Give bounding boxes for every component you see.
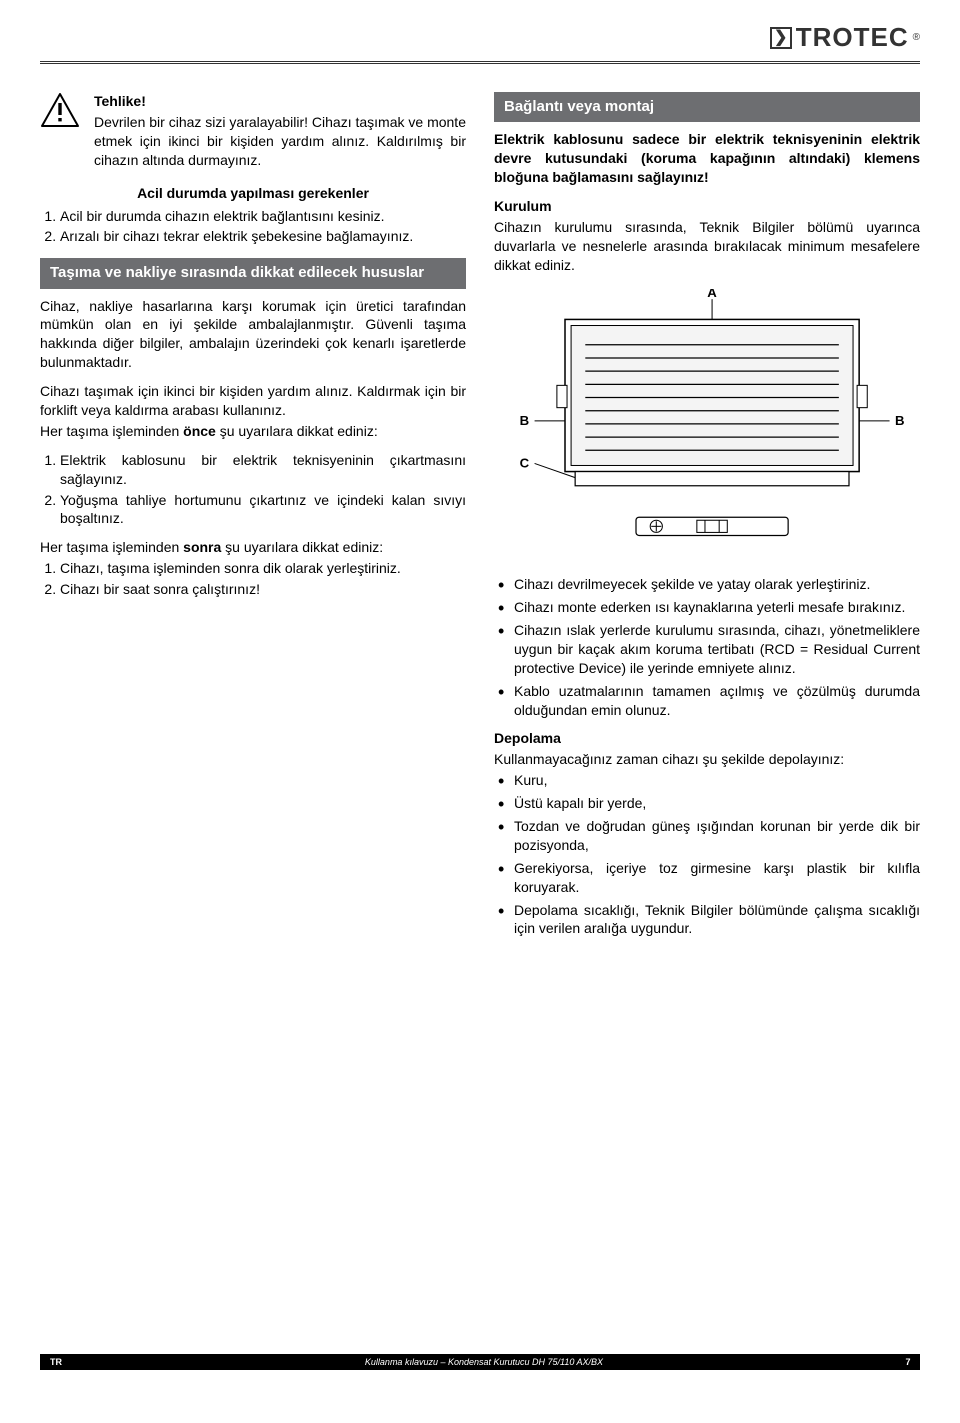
warning-title: Tehlike!	[94, 92, 466, 111]
brand-logo: ❯ TROTEC ®	[770, 20, 920, 55]
svg-text:C: C	[520, 455, 530, 470]
before-transport-list: Elektrik kablosunu bir elektrik teknisye…	[40, 451, 466, 529]
paragraph: Her taşıma işleminden sonra şu uyarılara…	[40, 538, 466, 557]
list-item: Gerekiyorsa, içeriye toz girmesine karşı…	[494, 859, 920, 897]
text-bold: önce	[183, 423, 216, 439]
list-item: Üstü kapalı bir yerde,	[494, 794, 920, 813]
text-run: şu uyarılara dikkat ediniz:	[216, 423, 378, 439]
install-heading: Kurulum	[494, 197, 920, 216]
list-item: Kuru,	[494, 771, 920, 790]
after-transport-list: Cihazı, taşıma işleminden sonra dik olar…	[40, 559, 466, 599]
trademark-icon: ®	[913, 31, 920, 45]
emergency-list: Acil bir durumda cihazın elektrik bağlan…	[40, 207, 466, 247]
section-heading-transport: Taşıma ve nakliye sırasında dikkat edile…	[40, 258, 466, 288]
text-run: Her taşıma işleminden	[40, 539, 183, 555]
list-item: Elektrik kablosunu bir elektrik teknisye…	[60, 451, 466, 489]
text-bold: sonra	[183, 539, 221, 555]
emergency-heading: Acil durumda yapılması gerekenler	[40, 184, 466, 203]
footer-language: TR	[40, 1356, 72, 1368]
text-run: Her taşıma işleminden	[40, 423, 183, 439]
list-item: Cihazı, taşıma işleminden sonra dik olar…	[60, 559, 466, 578]
footer-page-number: 7	[896, 1356, 920, 1368]
storage-heading: Depolama	[494, 729, 920, 748]
footer-title: Kullanma kılavuzu – Kondensat Kurutucu D…	[72, 1356, 896, 1368]
logo-mark-icon: ❯	[770, 27, 792, 49]
list-item: Cihazı devrilmeyecek şekilde ve yatay ol…	[494, 575, 920, 594]
warning-text: Devrilen bir cihaz sizi yaralayabilir! C…	[94, 113, 466, 170]
installation-diagram: A B B C	[494, 289, 920, 558]
list-item: Acil bir durumda cihazın elektrik bağlan…	[60, 207, 466, 226]
install-bullets: Cihazı devrilmeyecek şekilde ve yatay ol…	[494, 575, 920, 719]
paragraph: Cihazı taşımak için ikinci bir kişiden y…	[40, 382, 466, 420]
paragraph-bold: Elektrik kablosunu sadece bir elektrik t…	[494, 130, 920, 187]
list-item: Depolama sıcaklığı, Teknik Bilgiler bölü…	[494, 901, 920, 939]
list-item: Kablo uzatmalarının tamamen açılmış ve ç…	[494, 682, 920, 720]
paragraph: Her taşıma işleminden önce şu uyarılara …	[40, 422, 466, 441]
logo-text: TROTEC	[796, 20, 909, 55]
list-item: Cihazı bir saat sonra çalıştırınız!	[60, 580, 466, 599]
svg-text:B: B	[895, 412, 905, 427]
device-diagram-icon: A B B C	[494, 289, 920, 553]
paragraph: Cihaz, nakliye hasarlarına karşı korumak…	[40, 297, 466, 373]
right-column: Bağlantı veya montaj Elektrik kablosunu …	[494, 92, 920, 948]
list-item: Yoğuşma tahliye hortumunu çıkartınız ve …	[60, 491, 466, 529]
list-item: Cihazı monte ederken ısı kaynaklarına ye…	[494, 598, 920, 617]
page-header: ❯ TROTEC ®	[40, 20, 920, 64]
list-item: Cihazın ıslak yerlerde kurulumu sırasınd…	[494, 621, 920, 678]
list-item: Arızalı bir cihazı tekrar elektrik şebek…	[60, 227, 466, 246]
content-columns: Tehlike! Devrilen bir cihaz sizi yaralay…	[40, 92, 920, 948]
left-column: Tehlike! Devrilen bir cihaz sizi yaralay…	[40, 92, 466, 948]
warning-triangle-icon	[40, 92, 80, 128]
paragraph: Kullanmayacağınız zaman cihazı şu şekild…	[494, 750, 920, 769]
page-footer: TR Kullanma kılavuzu – Kondensat Kurutuc…	[40, 1354, 920, 1370]
list-item: Tozdan ve doğrudan güneş ışığından korun…	[494, 817, 920, 855]
svg-text:B: B	[520, 412, 530, 427]
section-heading-mount: Bağlantı veya montaj	[494, 92, 920, 122]
storage-bullets: Kuru, Üstü kapalı bir yerde, Tozdan ve d…	[494, 771, 920, 938]
svg-text:A: A	[707, 289, 717, 300]
text-run: şu uyarılara dikkat ediniz:	[221, 539, 383, 555]
paragraph: Cihazın kurulumu sırasında, Teknik Bilgi…	[494, 218, 920, 275]
warning-block: Tehlike! Devrilen bir cihaz sizi yaralay…	[40, 92, 466, 170]
